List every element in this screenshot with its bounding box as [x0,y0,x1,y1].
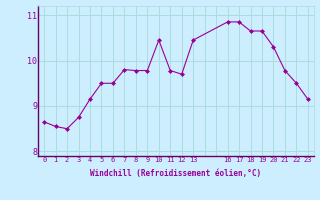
X-axis label: Windchill (Refroidissement éolien,°C): Windchill (Refroidissement éolien,°C) [91,169,261,178]
